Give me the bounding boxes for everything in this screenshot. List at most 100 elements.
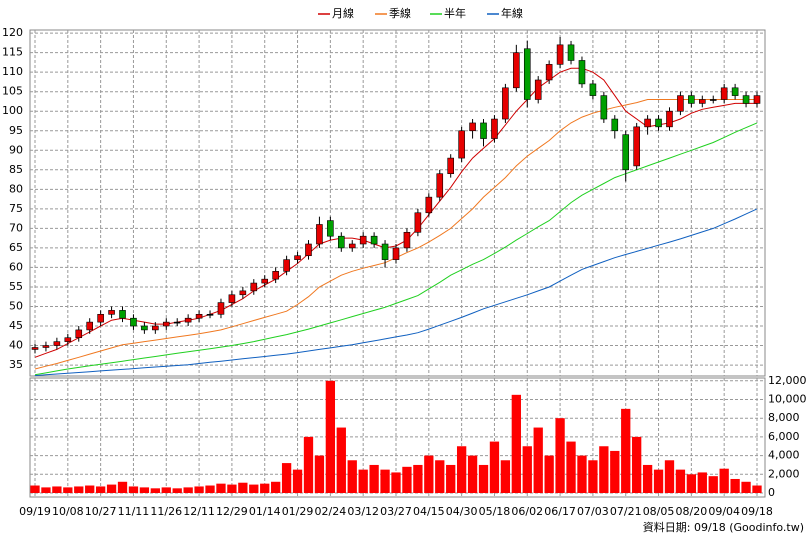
x-tick-label: 05/18 [479, 505, 511, 518]
candle-body [228, 294, 236, 303]
y-tick-label: 40 [9, 339, 23, 352]
volume-bar [446, 464, 456, 493]
candle-body [381, 243, 389, 260]
volume-bar [238, 482, 248, 493]
candle-body [305, 243, 312, 257]
legend-label: 年線 [501, 6, 523, 20]
x-tick-label: 06/02 [511, 505, 543, 518]
volume-bar [117, 481, 128, 493]
y-tick-label: 105 [2, 85, 23, 98]
candle-body [272, 271, 279, 280]
footnote: 資料日期: 09/18 (Goodinfo.tw) [643, 520, 804, 534]
x-tick-label: 09/18 [741, 505, 773, 518]
x-tick-label: 01/14 [249, 505, 281, 518]
candle-body [469, 122, 476, 132]
volume-bar [128, 486, 139, 493]
candle-body [53, 341, 61, 346]
candle-body [600, 95, 608, 120]
y-tick-label: 65 [9, 241, 23, 254]
candle-body [513, 52, 520, 89]
volume-bar [621, 408, 631, 493]
volume-bar [675, 469, 686, 493]
candle-body [688, 95, 695, 104]
volume-bar [380, 469, 390, 493]
candle-body [392, 247, 400, 260]
volume-bar [642, 464, 653, 493]
candle-body [655, 118, 662, 128]
y-tick-label: 115 [2, 46, 23, 59]
volume-bar [588, 460, 598, 493]
candle-body [644, 118, 651, 128]
candle-body [545, 64, 553, 81]
volume-frame [29, 377, 766, 498]
volume-tick-label: 6,000 [768, 430, 800, 443]
y-tick-label: 55 [9, 280, 23, 293]
volume-bar [314, 455, 325, 493]
candle-body [152, 325, 159, 331]
moving-average-line [34, 208, 758, 377]
volume-bar [336, 427, 346, 493]
candle-body [206, 313, 214, 316]
candle-body [338, 235, 345, 249]
volume-bar [610, 450, 620, 493]
volume-tick-label: 12,000 [768, 374, 807, 387]
candle-body [97, 313, 104, 323]
volume-bar [106, 484, 117, 493]
candle-body [141, 325, 148, 331]
candle-body [720, 87, 728, 100]
candle-body [250, 282, 258, 292]
candle-body [75, 329, 83, 339]
volume-bar [478, 464, 489, 493]
volume-bar [347, 460, 357, 493]
x-tick-label: 03/12 [347, 505, 379, 518]
volume-bar [632, 436, 642, 493]
candle-body [184, 317, 192, 323]
candle-body [578, 60, 586, 85]
volume-bar [511, 394, 521, 493]
x-tick-label: 12/29 [216, 505, 248, 518]
candle-body [119, 310, 126, 319]
volume-bar [566, 441, 576, 493]
candle-body [31, 347, 39, 350]
candle-body [195, 313, 203, 319]
x-tick-label: 03/27 [380, 505, 412, 518]
volume-bar [183, 487, 193, 493]
volume-tick-label: 10,000 [768, 393, 807, 406]
y-tick-label: 80 [9, 182, 23, 195]
volume-bar [741, 481, 751, 493]
x-tick-label: 11/11 [118, 505, 150, 518]
candle-body [534, 79, 542, 100]
candle-body [173, 321, 181, 324]
volume-bar [391, 472, 401, 493]
x-tick-label: 10/08 [52, 505, 84, 518]
candle-body [709, 99, 717, 101]
candle-body [491, 118, 498, 139]
volume-bar [227, 484, 237, 493]
volume-bar [489, 441, 500, 493]
volume-bar [260, 483, 270, 493]
volume-bar [402, 466, 412, 493]
y-tick-label: 90 [9, 143, 23, 156]
candle-body [622, 134, 630, 171]
candle-body [348, 243, 356, 249]
volume-bar [413, 464, 423, 493]
price-frame [29, 29, 766, 377]
x-tick-label: 07/03 [577, 505, 609, 518]
volume-bar [216, 483, 226, 493]
candle-body [108, 310, 115, 315]
volume-bar [456, 446, 467, 493]
x-tick-label: 02/24 [315, 505, 347, 518]
candle-body [283, 259, 290, 272]
volume-bar [555, 418, 565, 493]
volume-bar [577, 455, 587, 493]
candle-body [414, 212, 422, 233]
x-tick-label: 09/19 [19, 505, 51, 518]
volume-bar [325, 380, 336, 493]
legend-label: 半年 [444, 6, 466, 20]
x-tick-label: 01/29 [282, 505, 314, 518]
volume-bar [292, 469, 303, 493]
x-tick-label: 11/26 [150, 505, 182, 518]
volume-tick-label: 4,000 [768, 449, 800, 462]
